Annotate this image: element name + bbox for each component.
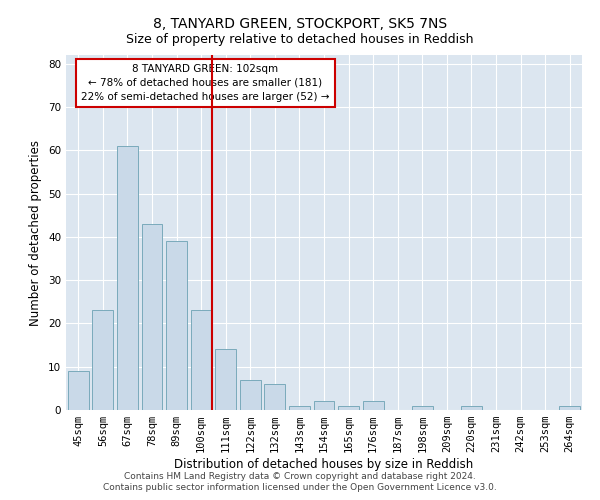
Bar bbox=[166, 241, 187, 410]
Bar bbox=[215, 350, 236, 410]
Bar bbox=[117, 146, 138, 410]
Bar bbox=[314, 402, 334, 410]
X-axis label: Distribution of detached houses by size in Reddish: Distribution of detached houses by size … bbox=[175, 458, 473, 471]
Bar bbox=[412, 406, 433, 410]
Bar bbox=[289, 406, 310, 410]
Bar bbox=[68, 371, 89, 410]
Text: Contains HM Land Registry data © Crown copyright and database right 2024.: Contains HM Land Registry data © Crown c… bbox=[124, 472, 476, 481]
Bar bbox=[265, 384, 286, 410]
Bar bbox=[559, 406, 580, 410]
Text: 8 TANYARD GREEN: 102sqm
← 78% of detached houses are smaller (181)
22% of semi-d: 8 TANYARD GREEN: 102sqm ← 78% of detache… bbox=[81, 64, 329, 102]
Text: Contains public sector information licensed under the Open Government Licence v3: Contains public sector information licen… bbox=[103, 483, 497, 492]
Bar bbox=[338, 406, 359, 410]
Bar bbox=[92, 310, 113, 410]
Bar bbox=[461, 406, 482, 410]
Text: Size of property relative to detached houses in Reddish: Size of property relative to detached ho… bbox=[126, 32, 474, 46]
Y-axis label: Number of detached properties: Number of detached properties bbox=[29, 140, 43, 326]
Bar bbox=[191, 310, 212, 410]
Bar bbox=[362, 402, 383, 410]
Bar bbox=[142, 224, 163, 410]
Text: 8, TANYARD GREEN, STOCKPORT, SK5 7NS: 8, TANYARD GREEN, STOCKPORT, SK5 7NS bbox=[153, 18, 447, 32]
Bar bbox=[240, 380, 261, 410]
